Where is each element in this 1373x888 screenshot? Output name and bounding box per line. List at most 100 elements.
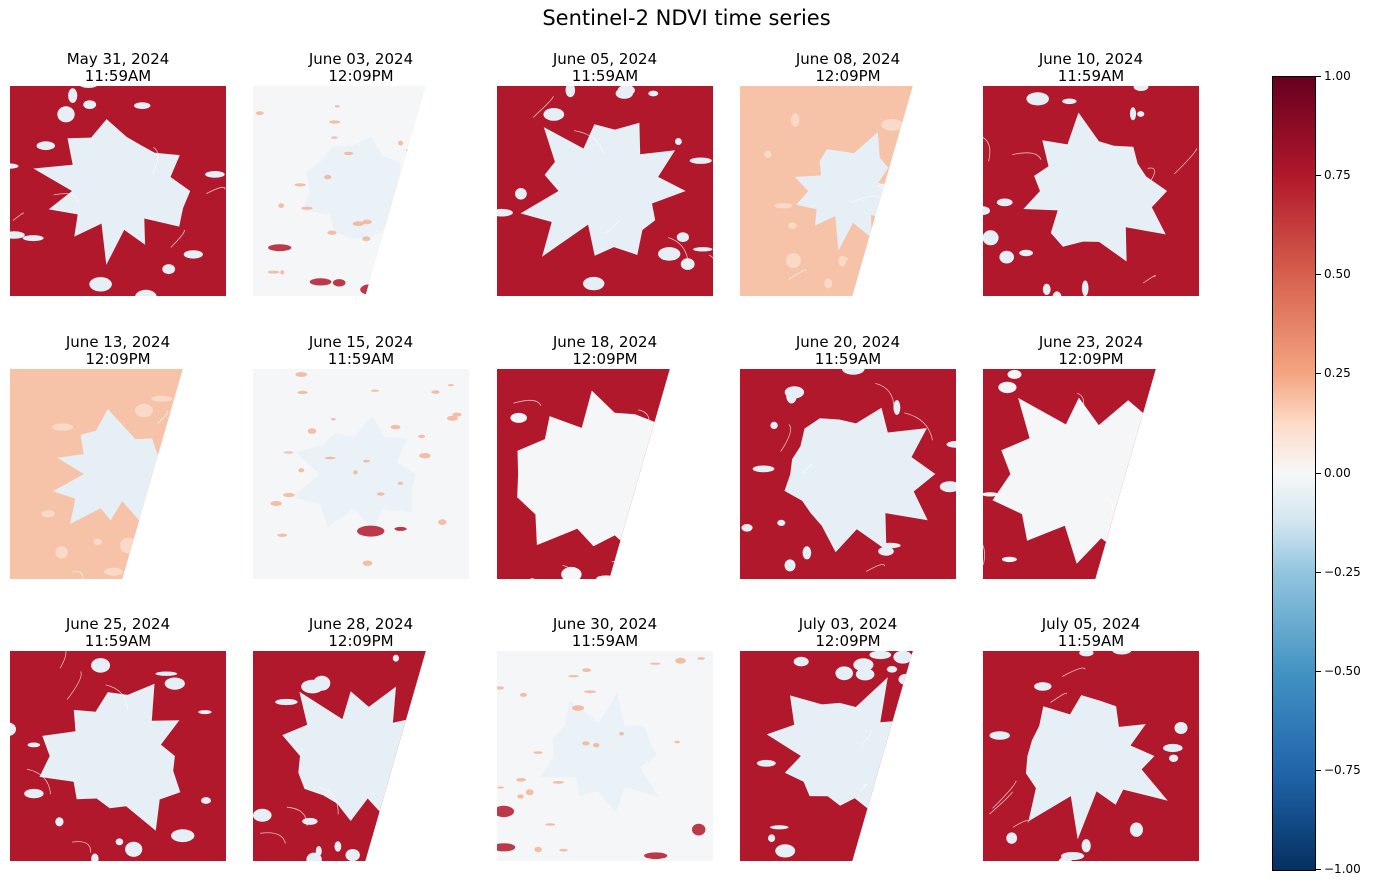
colorbar-tick: 0.50 xyxy=(1316,267,1373,282)
ndvi-panel: June 05, 2024 11:59AM xyxy=(497,51,713,296)
panel-title: June 10, 2024 11:59AM xyxy=(953,51,1229,85)
panel-date: June 28, 2024 xyxy=(308,615,414,633)
ndvi-panel: July 03, 2024 12:09PM xyxy=(740,616,956,861)
panel-time: 12:09PM xyxy=(328,67,394,85)
colorbar-tick: 0.00 xyxy=(1316,465,1373,481)
colorbar-tick-label: −0.75 xyxy=(1324,762,1361,777)
panel-date: July 05, 2024 xyxy=(1041,615,1141,633)
ndvi-image xyxy=(10,651,226,861)
colorbar-tick: −0.50 xyxy=(1316,663,1373,679)
colorbar-tick: −0.75 xyxy=(1316,762,1373,778)
panel-time: 12:09PM xyxy=(328,632,394,650)
panel-time: 12:09PM xyxy=(572,350,638,368)
ndvi-panel: June 08, 2024 12:09PM xyxy=(740,51,956,296)
ndvi-panel: May 31, 2024 11:59AM xyxy=(10,51,226,296)
colorbar-tick-label: 1.00 xyxy=(1324,69,1351,83)
colorbar-tick-line xyxy=(1316,274,1321,276)
panel-time: 11:59AM xyxy=(571,67,639,85)
colorbar-tick: −1.00 xyxy=(1316,862,1373,877)
ndvi-panel: June 15, 2024 11:59AM xyxy=(253,334,469,579)
ndvi-panel: June 23, 2024 12:09PM xyxy=(983,334,1199,579)
colorbar-tick: 0.25 xyxy=(1316,366,1373,381)
ndvi-panel: June 28, 2024 12:09PM xyxy=(253,616,469,861)
panel-date: June 20, 2024 xyxy=(795,333,901,351)
panel-time: 12:09PM xyxy=(815,67,881,85)
panel-date: June 08, 2024 xyxy=(795,50,901,68)
panel-title: June 13, 2024 12:09PM xyxy=(0,334,256,368)
ndvi-image xyxy=(497,651,713,861)
colorbar-tick-label: 0.50 xyxy=(1324,267,1351,282)
colorbar-tick: 1.00 xyxy=(1316,69,1373,84)
ndvi-image xyxy=(740,369,956,579)
colorbar-tick-line xyxy=(1316,373,1321,375)
panel-title: June 30, 2024 11:59AM xyxy=(467,616,743,650)
ndvi-panel: June 13, 2024 12:09PM xyxy=(10,334,226,579)
panel-time: 11:59AM xyxy=(814,350,882,368)
colorbar-tick-label: −0.25 xyxy=(1324,564,1361,579)
panel-title: June 15, 2024 11:59AM xyxy=(223,334,499,368)
colorbar-tick-label: 0.75 xyxy=(1324,168,1351,183)
panel-title: July 03, 2024 12:09PM xyxy=(710,616,986,650)
panel-time: 11:59AM xyxy=(84,67,152,85)
panel-time: 12:09PM xyxy=(1058,350,1124,368)
ndvi-image xyxy=(497,86,713,296)
ndvi-image xyxy=(740,86,913,296)
panel-title: June 08, 2024 12:09PM xyxy=(710,51,986,85)
colorbar-gradient xyxy=(1272,76,1316,871)
ndvi-image xyxy=(253,369,469,579)
colorbar-tick-line xyxy=(1316,472,1321,474)
panel-title: July 05, 2024 11:59AM xyxy=(953,616,1229,650)
panel-time: 11:59AM xyxy=(571,632,639,650)
ndvi-panel: June 10, 2024 11:59AM xyxy=(983,51,1199,296)
colorbar-tick-label: 0.00 xyxy=(1324,465,1351,480)
panel-time: 12:09PM xyxy=(85,350,151,368)
panel-title: May 31, 2024 11:59AM xyxy=(0,51,256,85)
panel-date: June 18, 2024 xyxy=(552,333,658,351)
colorbar-tick: −0.25 xyxy=(1316,564,1373,580)
panel-title: June 25, 2024 11:59AM xyxy=(0,616,256,650)
panel-date: May 31, 2024 xyxy=(66,50,170,68)
panel-date: June 10, 2024 xyxy=(1038,50,1144,68)
colorbar: 1.00 0.75 0.50 0.25 0.00 −0.25 −0.50 −0.75 −1.00 xyxy=(1272,69,1361,876)
chart-title: Sentinel-2 NDVI time series xyxy=(542,6,831,30)
panel-date: June 03, 2024 xyxy=(308,50,414,68)
colorbar-tick-line xyxy=(1316,869,1321,870)
colorbar-tick-label: −1.00 xyxy=(1324,862,1361,876)
ndvi-panel: June 25, 2024 11:59AM xyxy=(10,616,226,861)
colorbar-tick-line xyxy=(1316,175,1321,177)
ndvi-image xyxy=(253,86,426,296)
ndvi-image xyxy=(10,369,183,579)
colorbar-tick-label: −0.50 xyxy=(1324,663,1361,678)
panel-time: 11:59AM xyxy=(1057,67,1125,85)
panel-time: 11:59AM xyxy=(1057,632,1125,650)
colorbar-tick-line xyxy=(1316,76,1321,77)
ndvi-panel: July 05, 2024 11:59AM xyxy=(983,616,1199,861)
panel-title: June 20, 2024 11:59AM xyxy=(710,334,986,368)
colorbar-tick-line xyxy=(1316,571,1321,573)
ndvi-image xyxy=(740,651,913,861)
colorbar-tick-line xyxy=(1316,670,1321,672)
ndvi-panel: June 03, 2024 12:09PM xyxy=(253,51,469,296)
panel-title: June 05, 2024 11:59AM xyxy=(467,51,743,85)
colorbar-tick: 0.75 xyxy=(1316,168,1373,183)
ndvi-image xyxy=(983,86,1199,296)
panel-title: June 23, 2024 12:09PM xyxy=(953,334,1229,368)
panel-time: 11:59AM xyxy=(327,350,395,368)
panel-date: June 30, 2024 xyxy=(552,615,658,633)
ndvi-image xyxy=(983,651,1199,861)
ndvi-image xyxy=(983,369,1156,579)
ndvi-image xyxy=(253,651,426,861)
ndvi-panel: June 18, 2024 12:09PM xyxy=(497,334,713,579)
panel-date: June 13, 2024 xyxy=(65,333,171,351)
panel-date: June 05, 2024 xyxy=(552,50,658,68)
ndvi-image xyxy=(497,369,670,579)
ndvi-panel: June 30, 2024 11:59AM xyxy=(497,616,713,861)
colorbar-tick-label: 0.25 xyxy=(1324,366,1351,381)
panel-title: June 18, 2024 12:09PM xyxy=(467,334,743,368)
colorbar-tick-line xyxy=(1316,769,1321,771)
panel-date: June 25, 2024 xyxy=(65,615,171,633)
panel-title: June 03, 2024 12:09PM xyxy=(223,51,499,85)
ndvi-panel: June 20, 2024 11:59AM xyxy=(740,334,956,579)
panel-date: June 15, 2024 xyxy=(308,333,414,351)
ndvi-image xyxy=(10,86,226,296)
